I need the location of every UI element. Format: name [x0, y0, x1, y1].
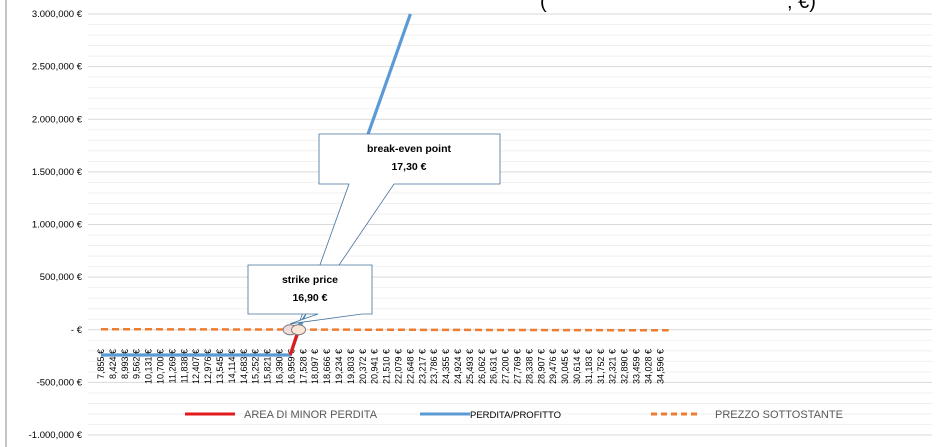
legend-label-1: PERDITA/PROFITTO — [470, 410, 561, 421]
y-tick-label: 1.500,000 € — [32, 167, 83, 178]
y-tick-label: 2.000,000 € — [32, 114, 83, 125]
x-tick-label: 10,700 € — [156, 349, 166, 384]
x-tick-label: 19,234 € — [334, 349, 344, 384]
chart-title-fragment-2: ; €) — [787, 0, 816, 13]
legend-label-0: AREA DI MINOR PERDITA — [244, 409, 378, 421]
x-tick-label: 34,596 € — [655, 349, 665, 384]
x-tick-label: 34,028 € — [643, 349, 653, 384]
x-tick-label: 28,907 € — [536, 349, 546, 384]
x-tick-label: 15,252 € — [251, 349, 261, 384]
breakeven-callout-value: 17,30 € — [391, 161, 426, 173]
legend: AREA DI MINOR PERDITA PERDITA/PROFITTO PRE… — [185, 409, 843, 421]
x-tick-label: 26,631 € — [489, 349, 499, 384]
x-tick-label: 23,217 € — [417, 349, 427, 384]
x-tick-label: 7,855 € — [96, 349, 106, 379]
chart-title-fragment: ( — [540, 0, 547, 13]
legend-label-2: PREZZO SOTTOSTANTE — [715, 409, 843, 421]
x-tick-label: 28,338 € — [524, 349, 534, 384]
y-tick-label: 1.000,000 € — [32, 220, 83, 231]
x-tick-label: 22,079 € — [394, 349, 404, 384]
x-tick-label: 15,821 € — [263, 349, 273, 384]
x-tick-label: 8,424 € — [108, 349, 118, 379]
x-tick-label: 31,183 € — [584, 349, 594, 384]
x-tick-label: 32,890 € — [620, 349, 630, 384]
strike-callout-value: 16,90 € — [292, 292, 327, 304]
x-tick-label: 23,786 € — [429, 349, 439, 384]
x-tick-label: 9,562 € — [132, 349, 142, 379]
x-tick-label: 14,114 € — [227, 349, 237, 383]
x-axis-tick-labels: 7,855 €8,424 €8,993 €9,562 €10,131 €10,7… — [96, 349, 665, 384]
strike-callout-title: strike price — [282, 274, 338, 286]
strike-callout-box — [247, 264, 373, 325]
x-tick-label: 10,131 € — [144, 349, 154, 384]
x-tick-label: 13,545 € — [215, 349, 225, 384]
x-tick-label: 27,200 € — [501, 349, 511, 384]
x-tick-label: 17,528 € — [298, 349, 308, 384]
breakeven-callout-box — [298, 133, 501, 326]
x-tick-label: 8,993 € — [120, 349, 130, 379]
y-axis-tick-labels: 3.000,000 € 2.500,000 € 2.000,000 € 1.500,0… — [29, 9, 83, 441]
x-tick-label: 29,476 € — [548, 349, 558, 384]
x-tick-label: 20,941 € — [370, 349, 380, 384]
breakeven-marker — [291, 324, 306, 336]
x-tick-label: 16,959 € — [286, 349, 296, 384]
series-line-2 — [100, 327, 669, 332]
x-tick-label: 19,803 € — [346, 349, 356, 384]
x-tick-label: 21,510 € — [382, 349, 392, 384]
x-tick-label: 12,976 € — [203, 349, 213, 384]
x-tick-label: 25,493 € — [465, 349, 475, 384]
x-tick-label: 11,269 € — [167, 349, 177, 383]
x-tick-label: 14,683 € — [239, 349, 249, 384]
x-tick-label: 22,648 € — [405, 349, 415, 384]
x-tick-label: 18,666 € — [322, 349, 332, 384]
x-tick-label: 26,062 € — [477, 349, 487, 384]
y-tick-label: 3.000,000 € — [32, 9, 83, 20]
x-tick-label: 30,614 € — [572, 349, 582, 384]
x-tick-label: 30,045 € — [560, 349, 570, 384]
x-tick-label: 24,355 € — [441, 349, 451, 384]
y-tick-label: - € — [71, 325, 83, 336]
y-tick-label: -1.000,000 € — [29, 430, 83, 441]
x-tick-label: 20,372 € — [358, 349, 368, 384]
x-tick-label: 33,459 € — [632, 349, 642, 384]
breakeven-callout-title: break-even point — [367, 143, 452, 155]
y-tick-label: -500,000 € — [37, 377, 83, 388]
x-tick-label: 12,407 € — [191, 349, 201, 384]
x-tick-label: 31,752 € — [596, 349, 606, 384]
x-tick-label: 11,838 € — [179, 349, 189, 383]
x-tick-label: 24,924 € — [453, 349, 463, 384]
x-tick-label: 27,769 € — [513, 349, 523, 384]
x-tick-label: 18,097 € — [310, 349, 320, 384]
annotations: break-even point 17,30 € strike price 16,90… — [247, 133, 501, 336]
x-tick-label: 16,390 € — [275, 349, 285, 384]
y-tick-label: 500,000 € — [40, 272, 83, 283]
x-tick-label: 32,321 € — [608, 349, 618, 384]
y-tick-label: 2.500,000 € — [32, 62, 83, 73]
